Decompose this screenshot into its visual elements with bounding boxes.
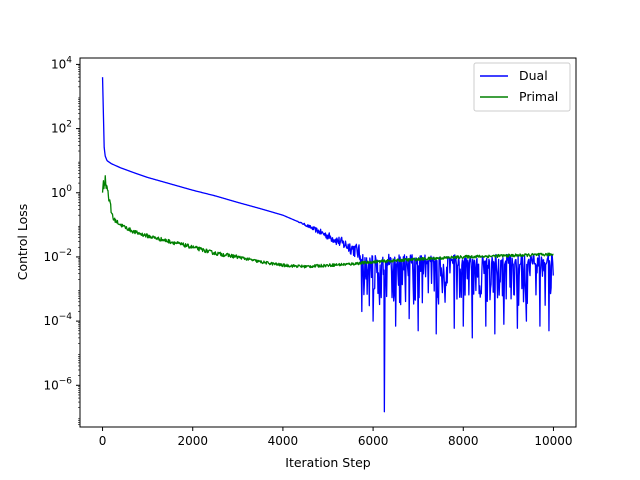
y-tick-label: 10−2 (43, 248, 72, 264)
y-tick-base: 10 (43, 250, 58, 264)
y-tick-base: 10 (43, 314, 58, 328)
y-tick-base: 10 (51, 186, 66, 200)
y-tick-label: 100 (51, 184, 72, 200)
y-axis-label: Control Loss (15, 204, 30, 281)
plot-frame (79, 57, 577, 428)
series-line-primal (101, 175, 554, 269)
x-axis: 0 2000 4000 6000 8000 10000 (99, 427, 573, 448)
series-layer (101, 77, 554, 413)
y-tick-base: 10 (51, 57, 66, 71)
series-line-dual (101, 77, 554, 413)
y-tick-base: 10 (51, 122, 66, 136)
y-tick-exponent: −2 (59, 248, 72, 258)
x-tick-label: 0 (99, 434, 107, 448)
legend: Dual Primal (473, 62, 571, 112)
x-tick-label: 10000 (534, 434, 572, 448)
y-tick-exponent: 4 (66, 55, 72, 65)
x-axis-label: Iteration Step (285, 455, 371, 470)
y-tick-label: 104 (51, 55, 72, 71)
x-tick-label: 6000 (358, 434, 389, 448)
legend-label-primal: Primal (519, 89, 558, 104)
legend-box (473, 62, 571, 112)
y-tick-label: 10−4 (43, 312, 72, 328)
x-tick-label: 4000 (268, 434, 299, 448)
y-tick-exponent: 2 (66, 120, 72, 130)
y-tick-exponent: 0 (66, 184, 72, 194)
legend-label-dual: Dual (519, 68, 548, 83)
y-tick-label: 10−6 (43, 376, 72, 392)
y-tick-exponent: −4 (59, 312, 73, 322)
y-tick-label: 102 (51, 120, 72, 136)
y-tick-exponent: −6 (59, 376, 73, 386)
y-tick-base: 10 (43, 378, 58, 392)
x-tick-label: 8000 (448, 434, 479, 448)
x-tick-label: 2000 (177, 434, 208, 448)
